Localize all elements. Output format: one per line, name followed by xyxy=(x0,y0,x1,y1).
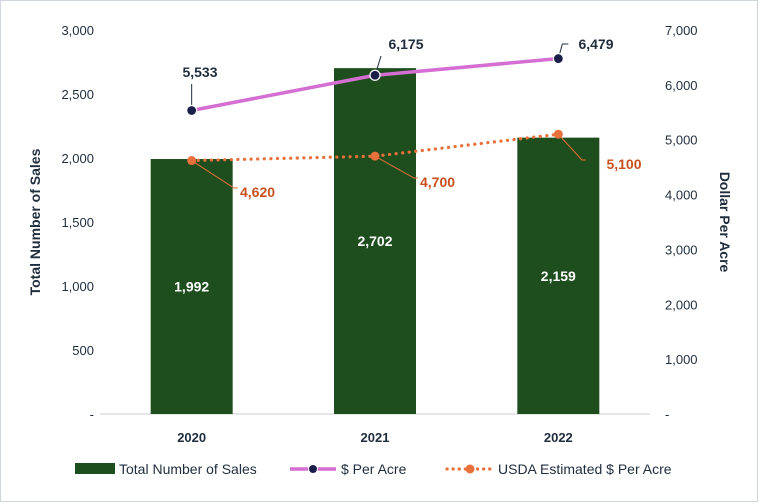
price-value-label: 6,175 xyxy=(388,36,423,52)
right-tick-label: 1,000 xyxy=(665,352,698,367)
bar-total-sales-2020 xyxy=(150,159,233,414)
usda-price-marker xyxy=(553,129,563,139)
left-tick-label: 1,500 xyxy=(61,215,94,230)
x-category-label: 2022 xyxy=(544,430,573,445)
price-value-label: 5,533 xyxy=(182,64,217,80)
right-tick-label: 4,000 xyxy=(665,188,698,203)
usda-label-leader xyxy=(557,133,586,161)
price-value-label: 6,479 xyxy=(578,36,613,52)
bar-total-sales-2022 xyxy=(517,137,600,414)
legend-swatch-total-sales xyxy=(75,463,115,474)
usda-label-leader xyxy=(191,160,238,189)
x-category-label: 2021 xyxy=(361,430,390,445)
legend-label-total-sales: Total Number of Sales xyxy=(119,461,257,477)
right-tick-label: - xyxy=(665,407,669,422)
usda-label-leader xyxy=(374,155,418,179)
bar-series: 1,992 2,702 2,159 xyxy=(150,68,600,415)
left-axis-ticks: - 500 1,000 1,500 2,000 2,500 3,000 xyxy=(61,23,94,422)
price-per-acre-marker xyxy=(369,69,381,81)
left-tick-label: 2,000 xyxy=(61,151,94,166)
usda-value-label: 4,620 xyxy=(240,184,275,200)
price-per-acre-marker xyxy=(552,52,564,65)
left-tick-label: 3,000 xyxy=(61,23,94,38)
right-axis-title: Dollar Per Acre xyxy=(717,172,733,273)
price-per-acre-marker xyxy=(186,104,198,117)
x-axis-categories: 2020 2021 2022 xyxy=(177,430,573,445)
right-axis-ticks: - 1,000 2,000 3,000 4,000 5,000 6,000 7,000 xyxy=(665,23,698,422)
legend-swatch-price-marker xyxy=(308,464,318,474)
right-tick-label: 3,000 xyxy=(665,242,698,257)
left-tick-label: - xyxy=(90,407,94,422)
right-tick-label: 6,000 xyxy=(665,78,698,93)
bar-value-label: 1,992 xyxy=(174,279,209,295)
bar-value-label: 2,159 xyxy=(541,268,576,284)
legend-label-price-per-acre: $ Per Acre xyxy=(341,461,407,477)
bar-value-label: 2,702 xyxy=(357,233,392,249)
right-tick-label: 2,000 xyxy=(665,297,698,312)
right-tick-label: 5,000 xyxy=(665,133,698,148)
bar-total-sales-2021 xyxy=(334,68,416,415)
usda-price-marker xyxy=(187,156,197,166)
legend-label-usda-price: USDA Estimated $ Per Acre xyxy=(498,461,672,477)
right-tick-label: 7,000 xyxy=(665,23,698,38)
legend: Total Number of Sales $ Per Acre USDA Es… xyxy=(75,461,672,477)
left-tick-label: 1,000 xyxy=(61,279,94,294)
usda-value-label: 4,700 xyxy=(420,174,455,190)
left-tick-label: 2,500 xyxy=(61,87,94,102)
legend-swatch-usda-marker xyxy=(465,464,475,474)
line-series: 4,620 4,700 5,100 5,533 6,175 6,479 xyxy=(182,36,641,200)
left-tick-label: 500 xyxy=(72,343,94,358)
usda-value-label: 5,100 xyxy=(606,156,641,172)
x-category-label: 2020 xyxy=(177,430,206,445)
usda-price-marker xyxy=(370,151,380,161)
left-axis-title: Total Number of Sales xyxy=(27,148,43,295)
